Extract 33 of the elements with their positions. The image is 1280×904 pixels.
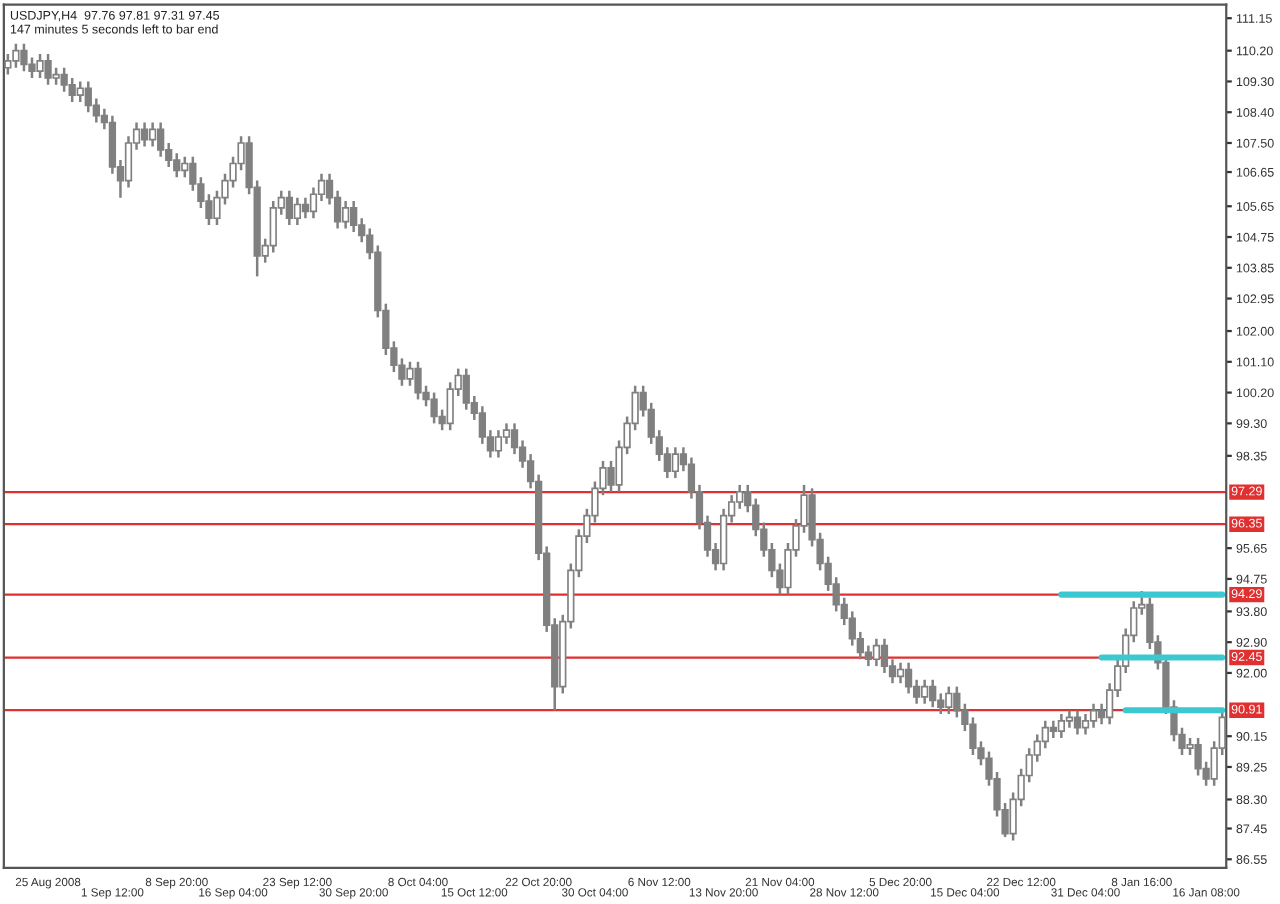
candlestick xyxy=(430,391,438,425)
candlestick xyxy=(350,199,358,234)
candlestick xyxy=(1073,709,1082,736)
candlestick xyxy=(921,678,929,705)
candlestick xyxy=(181,155,189,179)
candlestick xyxy=(1089,702,1098,729)
candlestick xyxy=(1081,712,1090,736)
candlestick xyxy=(414,360,422,401)
candlestick xyxy=(872,637,881,668)
candlestick xyxy=(293,196,302,227)
candlestick xyxy=(84,80,92,114)
candlestick xyxy=(671,446,680,480)
candlestick xyxy=(880,637,889,675)
candlestick xyxy=(36,52,44,80)
candlestick xyxy=(76,80,84,104)
candlestick xyxy=(945,685,953,716)
candlestick xyxy=(285,189,293,227)
candlestick xyxy=(953,685,961,719)
candlestick xyxy=(140,121,149,148)
candlestick xyxy=(301,196,310,220)
candlestick xyxy=(896,661,905,685)
candlestick xyxy=(68,76,76,104)
candlestick xyxy=(929,678,937,709)
candlestick xyxy=(494,428,503,459)
candlestick xyxy=(12,42,20,70)
candlestick xyxy=(148,121,157,148)
candlestick xyxy=(269,199,277,254)
candlestick xyxy=(341,199,350,230)
candlestick xyxy=(4,52,12,76)
candlestick xyxy=(20,42,28,73)
candlestick xyxy=(44,52,52,87)
candlestick xyxy=(1057,712,1066,740)
candlestick xyxy=(406,360,414,387)
